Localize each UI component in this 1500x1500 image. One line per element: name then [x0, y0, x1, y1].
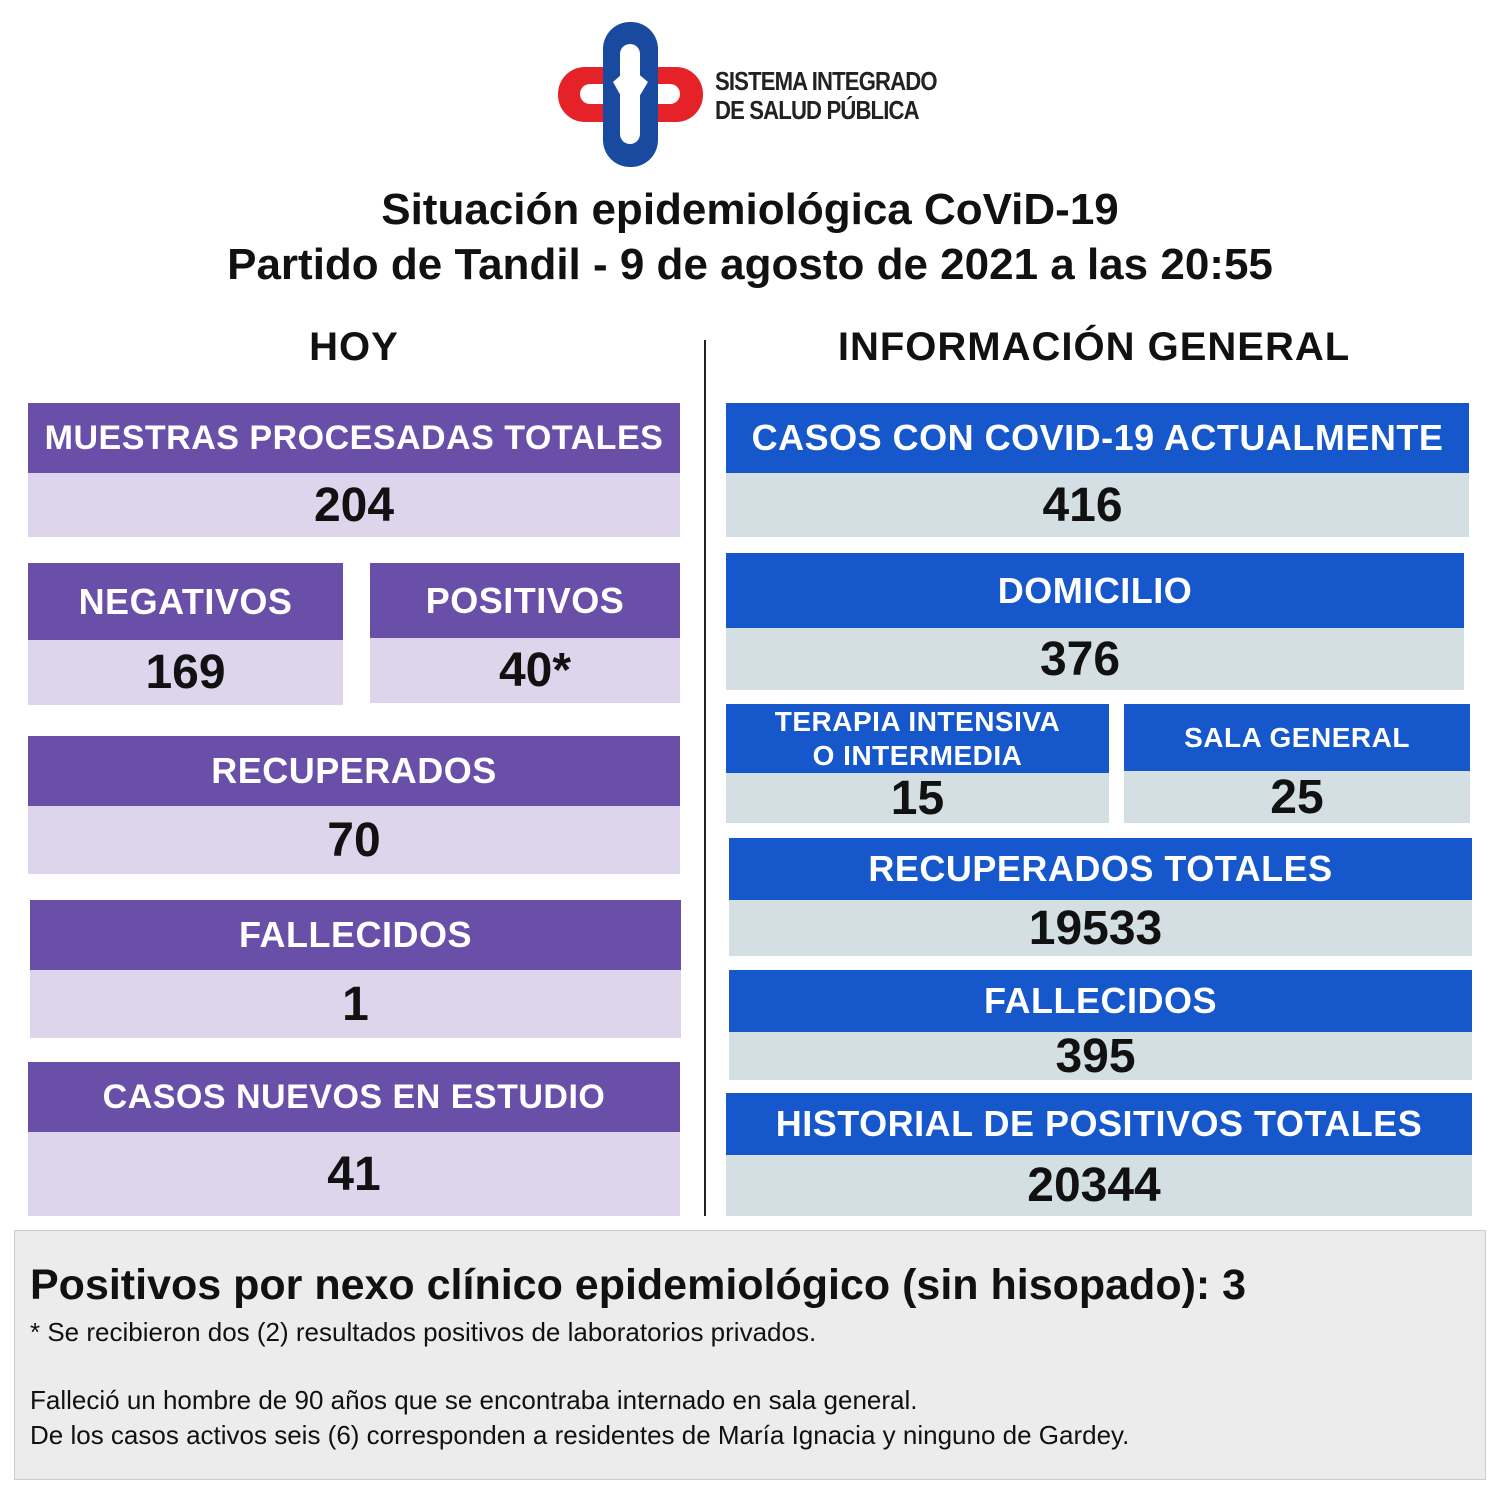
general-heading: INFORMACIÓN GENERAL [837, 325, 1351, 369]
domicilio-value: 376 [726, 628, 1464, 690]
actuales-label: CASOS CON COVID-19 ACTUALMENTE [726, 403, 1469, 473]
negativos-label: NEGATIVOS [28, 563, 343, 640]
muestras-label: MUESTRAS PROCESADAS TOTALES [28, 403, 680, 473]
logo: SISTEMA INTEGRADO DE SALUD PÚBLICA [558, 22, 948, 167]
fallecidos-totales-value: 395 [729, 1030, 1472, 1083]
fallecidos-value: 1 [30, 970, 681, 1038]
page-subtitle: Partido de Tandil - 9 de agosto de 2021 … [227, 240, 1273, 289]
terapia-label: TERAPIA INTENSIVA O INTERMEDIA [726, 704, 1109, 773]
footer-line-2: De los casos activos seis (6) correspond… [30, 1420, 1130, 1450]
historial-label: HISTORIAL DE POSITIVOS TOTALES [726, 1093, 1472, 1155]
logo-icon [558, 22, 703, 167]
muestras-value: 204 [28, 473, 680, 537]
sala-label: SALA GENERAL [1124, 704, 1470, 771]
negativos-value: 169 [28, 640, 343, 705]
logo-text-1: SISTEMA INTEGRADO [715, 66, 938, 96]
divider [704, 340, 706, 1216]
positivos-label: POSITIVOS [370, 563, 680, 638]
terapia-label-1: TERAPIA INTENSIVA [774, 705, 1061, 737]
terapia-value: 15 [726, 772, 1109, 825]
domicilio-label: DOMICILIO [726, 553, 1464, 628]
logo-text-2: DE SALUD PÚBLICA [715, 95, 920, 125]
recuperados-label: RECUPERADOS [28, 736, 680, 806]
fallecidos-totales-label: FALLECIDOS [729, 970, 1472, 1032]
footer-panel: Positivos por nexo clínico epidemiológic… [14, 1230, 1486, 1480]
terapia-label-2: O INTERMEDIA [812, 739, 1023, 771]
recuperados-totales-label: RECUPERADOS TOTALES [729, 838, 1472, 900]
hoy-heading: HOY [309, 325, 399, 369]
footer-line-1: Falleció un hombre de 90 años que se enc… [30, 1385, 918, 1415]
recuperados-totales-value: 19533 [729, 900, 1472, 956]
estudio-value: 41 [28, 1132, 680, 1216]
positivos-value: 40* [370, 638, 680, 703]
estudio-label: CASOS NUEVOS EN ESTUDIO [28, 1062, 680, 1132]
footer-headline: Positivos por nexo clínico epidemiológic… [30, 1261, 1247, 1309]
recuperados-value: 70 [28, 806, 680, 874]
sala-value: 25 [1124, 771, 1470, 824]
historial-value: 20344 [726, 1155, 1472, 1216]
page-title: Situación epidemiológica CoViD-19 [381, 185, 1119, 234]
footer-note: * Se recibieron dos (2) resultados posit… [30, 1317, 817, 1347]
actuales-value: 416 [726, 473, 1469, 537]
fallecidos-label: FALLECIDOS [30, 900, 681, 970]
